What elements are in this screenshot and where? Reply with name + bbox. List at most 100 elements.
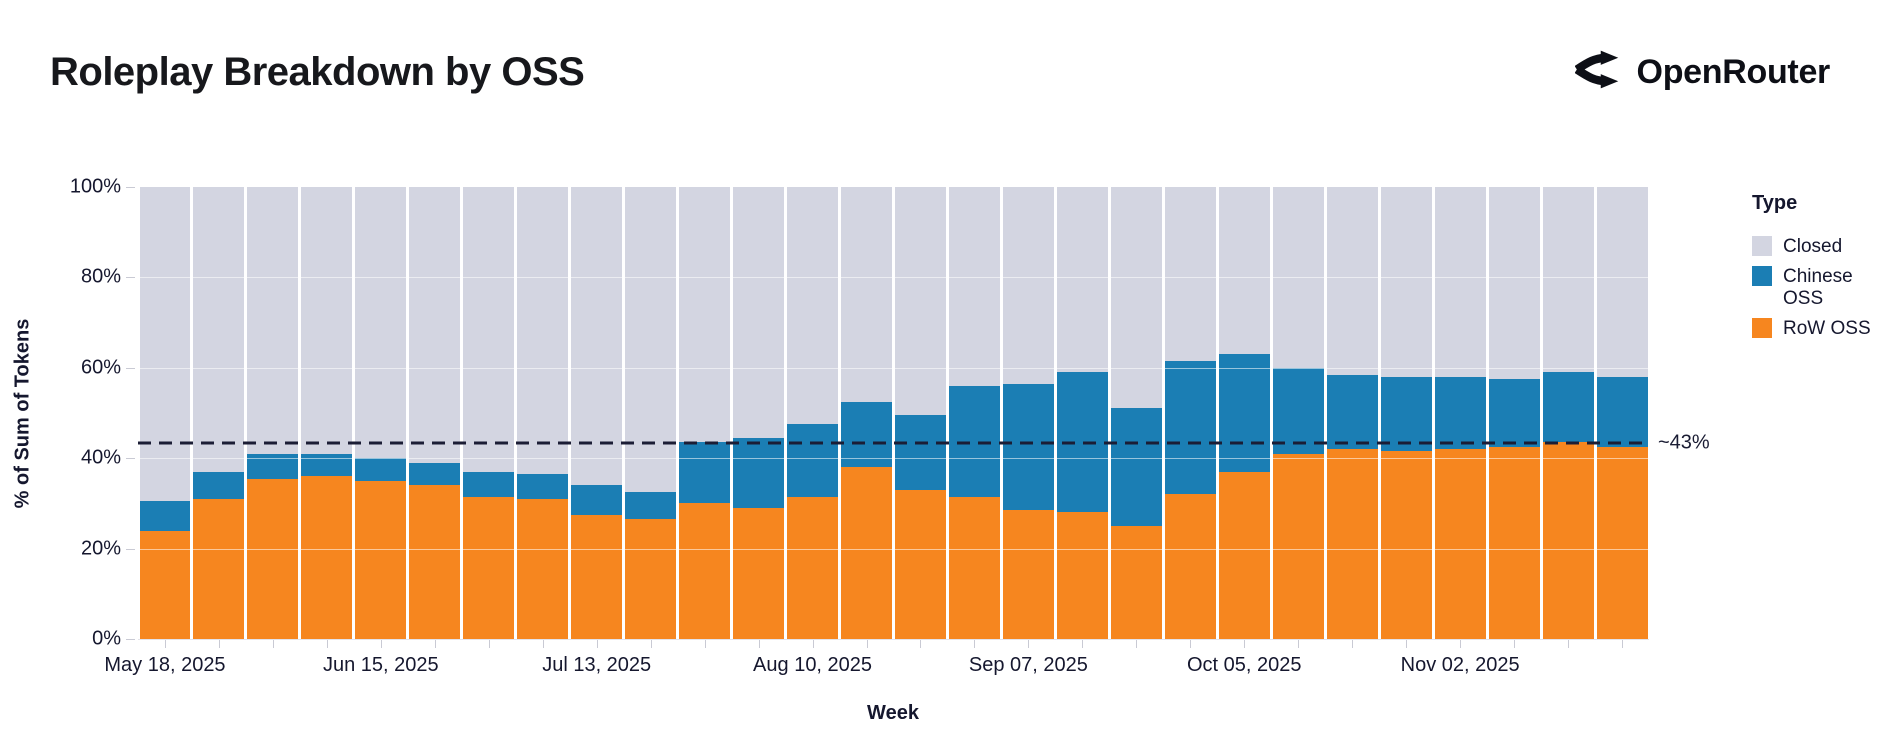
bar-segment-row-oss[interactable] bbox=[517, 498, 569, 639]
bar-segment-row-oss[interactable] bbox=[1110, 526, 1162, 639]
bar-segment-row-oss[interactable] bbox=[1380, 451, 1432, 639]
x-axis-label-sep-07: Sep 07, 2025 bbox=[968, 654, 1088, 676]
bar-segment-closed[interactable] bbox=[1218, 187, 1270, 355]
x-axis-tick bbox=[1514, 640, 1516, 648]
bar-segment-closed[interactable] bbox=[301, 187, 353, 454]
bar-segment-row-oss[interactable] bbox=[1272, 453, 1324, 639]
bar-segment-closed[interactable] bbox=[355, 187, 407, 459]
bar-stack bbox=[1164, 187, 1216, 639]
bar-segment-closed[interactable] bbox=[1380, 187, 1432, 377]
bar-week-oct-12 bbox=[1271, 187, 1325, 639]
bar-segment-closed[interactable] bbox=[733, 187, 785, 438]
bar-segment-chinese-oss[interactable] bbox=[1434, 376, 1486, 450]
bar-segment-row-oss[interactable] bbox=[1218, 471, 1270, 639]
bar-stack bbox=[1434, 187, 1486, 639]
bar-segment-chinese-oss[interactable] bbox=[193, 471, 245, 499]
bar-segment-row-oss[interactable] bbox=[247, 478, 299, 639]
x-axis-tick bbox=[434, 640, 436, 648]
legend-item-closed[interactable]: Closed bbox=[1752, 236, 1874, 258]
bar-segment-row-oss[interactable] bbox=[733, 507, 785, 639]
bar-segment-closed[interactable] bbox=[679, 187, 731, 443]
bar-segment-closed[interactable] bbox=[1164, 187, 1216, 362]
bar-segment-row-oss[interactable] bbox=[895, 489, 947, 639]
bar-segment-chinese-oss[interactable] bbox=[139, 501, 191, 531]
bar-segment-closed[interactable] bbox=[571, 187, 623, 486]
bar-segment-row-oss[interactable] bbox=[409, 485, 461, 639]
bar-segment-chinese-oss[interactable] bbox=[571, 485, 623, 515]
bar-segment-row-oss[interactable] bbox=[787, 496, 839, 639]
bar-segment-chinese-oss[interactable] bbox=[895, 415, 947, 490]
bar-segment-row-oss[interactable] bbox=[1434, 449, 1486, 639]
bar-segment-row-oss[interactable] bbox=[1326, 449, 1378, 639]
bar-segment-chinese-oss[interactable] bbox=[1488, 379, 1540, 447]
bar-segment-row-oss[interactable] bbox=[355, 480, 407, 639]
bar-segment-closed[interactable] bbox=[1488, 187, 1540, 380]
legend-item-chinese-oss[interactable]: Chinese OSS bbox=[1752, 266, 1874, 310]
bar-segment-row-oss[interactable] bbox=[139, 530, 191, 639]
bar-segment-closed[interactable] bbox=[193, 187, 245, 472]
bar-segment-chinese-oss[interactable] bbox=[1542, 372, 1594, 443]
bar-segment-closed[interactable] bbox=[139, 187, 191, 502]
bar-segment-closed[interactable] bbox=[1542, 187, 1594, 373]
bar-segment-chinese-oss[interactable] bbox=[1380, 376, 1432, 452]
bar-segment-row-oss[interactable] bbox=[463, 496, 515, 639]
bar-segment-chinese-oss[interactable] bbox=[1596, 376, 1648, 447]
legend-item-row-oss[interactable]: RoW OSS bbox=[1752, 318, 1874, 340]
bar-segment-closed[interactable] bbox=[1596, 187, 1648, 377]
bar-stack bbox=[1272, 187, 1324, 639]
bar-segment-chinese-oss[interactable] bbox=[679, 442, 731, 504]
bar-segment-closed[interactable] bbox=[1326, 187, 1378, 375]
bar-segment-closed[interactable] bbox=[787, 187, 839, 425]
bar-segment-chinese-oss[interactable] bbox=[841, 401, 893, 468]
bar-segment-row-oss[interactable] bbox=[949, 496, 1000, 639]
bar-segment-row-oss[interactable] bbox=[679, 503, 731, 639]
bar-segment-row-oss[interactable] bbox=[1488, 446, 1540, 639]
bar-segment-closed[interactable] bbox=[1003, 187, 1054, 384]
bar-segment-row-oss[interactable] bbox=[625, 519, 677, 639]
bar-segment-chinese-oss[interactable] bbox=[247, 453, 299, 479]
bar-segment-row-oss[interactable] bbox=[1596, 446, 1648, 639]
x-axis-tick bbox=[758, 640, 760, 648]
bar-segment-closed[interactable] bbox=[625, 187, 677, 493]
x-axis-tick bbox=[1352, 640, 1354, 648]
bar-week-jun-08 bbox=[300, 187, 354, 639]
bar-segment-closed[interactable] bbox=[1056, 187, 1108, 373]
bar-segment-closed[interactable] bbox=[1110, 187, 1162, 409]
bar-segment-closed[interactable] bbox=[409, 187, 461, 463]
bar-segment-closed[interactable] bbox=[463, 187, 515, 472]
bar-segment-chinese-oss[interactable] bbox=[787, 424, 839, 497]
bar-segment-chinese-oss[interactable] bbox=[733, 437, 785, 508]
bar-week-jul-06 bbox=[516, 187, 570, 639]
bar-segment-row-oss[interactable] bbox=[1542, 442, 1594, 639]
bar-segment-row-oss[interactable] bbox=[1164, 494, 1216, 639]
bar-segment-chinese-oss[interactable] bbox=[517, 474, 569, 499]
bar-segment-chinese-oss[interactable] bbox=[355, 458, 407, 481]
bar-segment-chinese-oss[interactable] bbox=[1003, 383, 1054, 511]
bar-segment-closed[interactable] bbox=[895, 187, 947, 416]
bar-segment-chinese-oss[interactable] bbox=[1326, 374, 1378, 450]
bar-segment-chinese-oss[interactable] bbox=[1218, 354, 1270, 472]
bar-segment-chinese-oss[interactable] bbox=[949, 385, 1000, 497]
bar-segment-row-oss[interactable] bbox=[301, 476, 353, 639]
bar-segment-chinese-oss[interactable] bbox=[625, 492, 677, 520]
bar-segment-closed[interactable] bbox=[949, 187, 1000, 386]
bar-segment-row-oss[interactable] bbox=[841, 467, 893, 639]
legend-swatch-chinese-oss bbox=[1752, 266, 1772, 286]
bar-segment-chinese-oss[interactable] bbox=[1272, 367, 1324, 454]
bar-segment-chinese-oss[interactable] bbox=[463, 471, 515, 497]
y-axis-label-80: 80% bbox=[80, 265, 121, 288]
bar-segment-closed[interactable] bbox=[1434, 187, 1486, 377]
bar-stack bbox=[301, 187, 353, 639]
bar-segment-row-oss[interactable] bbox=[1056, 512, 1108, 639]
bar-segment-chinese-oss[interactable] bbox=[409, 462, 461, 486]
bar-segment-closed[interactable] bbox=[517, 187, 569, 475]
y-axis-label-40: 40% bbox=[80, 446, 121, 469]
bar-segment-chinese-oss[interactable] bbox=[1110, 408, 1162, 526]
bar-segment-closed[interactable] bbox=[841, 187, 893, 402]
bar-segment-chinese-oss[interactable] bbox=[301, 453, 353, 477]
bar-segment-row-oss[interactable] bbox=[571, 514, 623, 639]
bar-segment-chinese-oss[interactable] bbox=[1164, 361, 1216, 495]
bar-segment-closed[interactable] bbox=[247, 187, 299, 454]
bar-segment-row-oss[interactable] bbox=[193, 498, 245, 639]
bar-segment-row-oss[interactable] bbox=[1003, 510, 1054, 639]
